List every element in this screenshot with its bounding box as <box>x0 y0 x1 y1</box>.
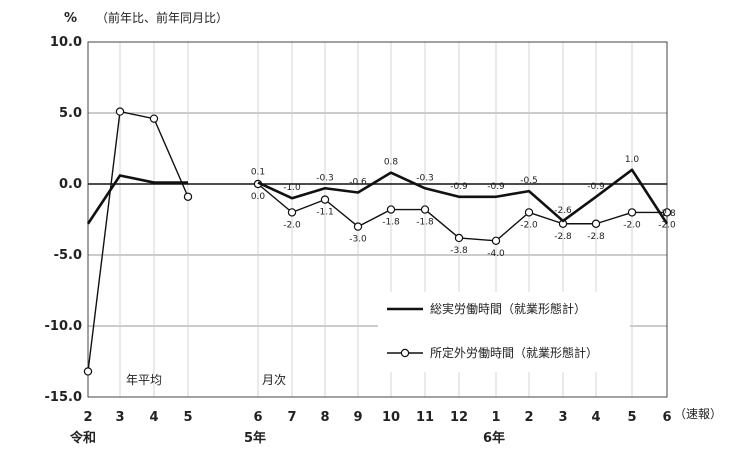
y-tick-label: -10.0 <box>45 319 82 334</box>
x-tick-label: 8 <box>320 410 329 425</box>
chart-subtitle: （前年比、前年同月比） <box>96 10 228 25</box>
overtime-hours-annual-line <box>87 110 189 372</box>
y-tick-label: 5.0 <box>59 106 82 121</box>
overtime-hours-data-label: 0.0 <box>251 192 266 202</box>
x-tick-label: 4 <box>591 410 600 425</box>
overtime-hours-data-label: -2.0 <box>283 220 301 230</box>
x-tick-label: 7 <box>287 410 296 425</box>
y-tick-label: -5.0 <box>54 248 82 263</box>
total-hours-monthly-line <box>257 168 669 225</box>
overtime-hours-annual-point <box>149 114 159 123</box>
x-tick-label: 6 <box>253 410 262 425</box>
x-tick-label: 1 <box>491 410 500 425</box>
legend-label-overtime-hours: 所定外労働時間（就業形態計） <box>430 345 598 360</box>
x-tick-label: 4 <box>149 410 158 425</box>
overtime-hours-annual-point <box>183 192 193 201</box>
overtime-hours-annual-point <box>83 367 93 376</box>
overtime-hours-data-label: -2.8 <box>554 232 572 242</box>
section-label-monthly: 月次 <box>262 373 286 387</box>
overtime-hours-data-label: -2.0 <box>658 220 676 230</box>
total-hours-data-label: -0.3 <box>316 173 334 183</box>
x-tick-label: 5 <box>183 410 192 425</box>
x-tick-label: 2 <box>524 410 533 425</box>
total-hours-annual-line <box>86 174 188 225</box>
overtime-hours-data-label: -4.0 <box>487 249 505 259</box>
total-hours-data-label: -0.5 <box>520 176 538 186</box>
overtime-hours-monthly-point <box>386 205 396 214</box>
overtime-hours-data-label: -1.8 <box>416 218 434 228</box>
overtime-hours-data-label: -2.8 <box>587 232 605 242</box>
total-hours-data-label: -0.6 <box>349 178 367 188</box>
x-tick-label: 9 <box>353 410 362 425</box>
total-hours-data-label: 0.1 <box>251 168 265 178</box>
overtime-hours-monthly-point <box>662 208 672 217</box>
overtime-hours-monthly-point <box>627 208 637 217</box>
overtime-hours-monthly-point <box>420 205 430 214</box>
x-tick-label: 12 <box>450 410 468 425</box>
overtime-hours-data-label: -3.0 <box>349 235 367 245</box>
overtime-hours-annual-point <box>115 107 125 116</box>
era-label-r5: 5年 <box>244 430 266 446</box>
total-hours-data-label: -0.9 <box>487 182 505 192</box>
y-tick-label: 0.0 <box>59 177 82 192</box>
legend-marker-overtime-hours <box>400 348 410 358</box>
total-hours-data-label: 0.8 <box>384 158 399 168</box>
overtime-hours-data-label: -2.0 <box>623 220 641 230</box>
preliminary-label: （速報） <box>674 407 722 421</box>
x-tick-label: 11 <box>416 410 434 425</box>
x-tick-label: 2 <box>83 410 92 425</box>
total-hours-data-label: -2.6 <box>554 206 572 216</box>
overtime-hours-monthly-point <box>287 208 297 217</box>
x-tick-label: 6 <box>662 410 671 425</box>
era-label-reiwa: 令和 <box>70 430 96 446</box>
section-label-annual: 年平均 <box>126 373 162 387</box>
overtime-hours-data-label: -1.8 <box>382 218 400 228</box>
total-hours-data-label: -0.9 <box>587 182 605 192</box>
total-hours-data-label: -2.8 <box>658 209 676 219</box>
plot-frame <box>87 41 668 398</box>
overtime-hours-monthly-point <box>491 236 501 245</box>
y-tick-label: -15.0 <box>45 390 82 405</box>
total-hours-data-label: -0.9 <box>450 182 468 192</box>
y-tick-label: 10.0 <box>50 35 82 50</box>
overtime-hours-monthly-point <box>454 233 464 243</box>
x-tick-label: 10 <box>382 410 400 425</box>
overtime-hours-monthly-point <box>320 195 330 204</box>
era-label-r6: 6年 <box>483 430 505 446</box>
legend-box <box>378 292 630 372</box>
overtime-hours-data-label: -1.1 <box>316 208 334 218</box>
overtime-hours-monthly-point <box>353 222 363 231</box>
overtime-hours-monthly-point <box>591 219 601 228</box>
total-hours-data-label: -1.0 <box>283 183 301 193</box>
unit-label: % <box>64 11 77 26</box>
overtime-hours-data-label: -2.0 <box>520 220 538 230</box>
total-hours-data-label: -0.3 <box>416 173 434 183</box>
legend-label-total-hours: 総実労働時間（就業形態計） <box>430 301 586 316</box>
x-tick-label: 3 <box>558 410 567 425</box>
overtime-hours-monthly-point <box>524 208 534 217</box>
x-tick-label: 5 <box>627 410 636 425</box>
overtime-hours-data-label: -3.8 <box>450 246 468 256</box>
total-hours-data-label: 1.0 <box>625 155 640 165</box>
x-tick-label: 3 <box>115 410 124 425</box>
